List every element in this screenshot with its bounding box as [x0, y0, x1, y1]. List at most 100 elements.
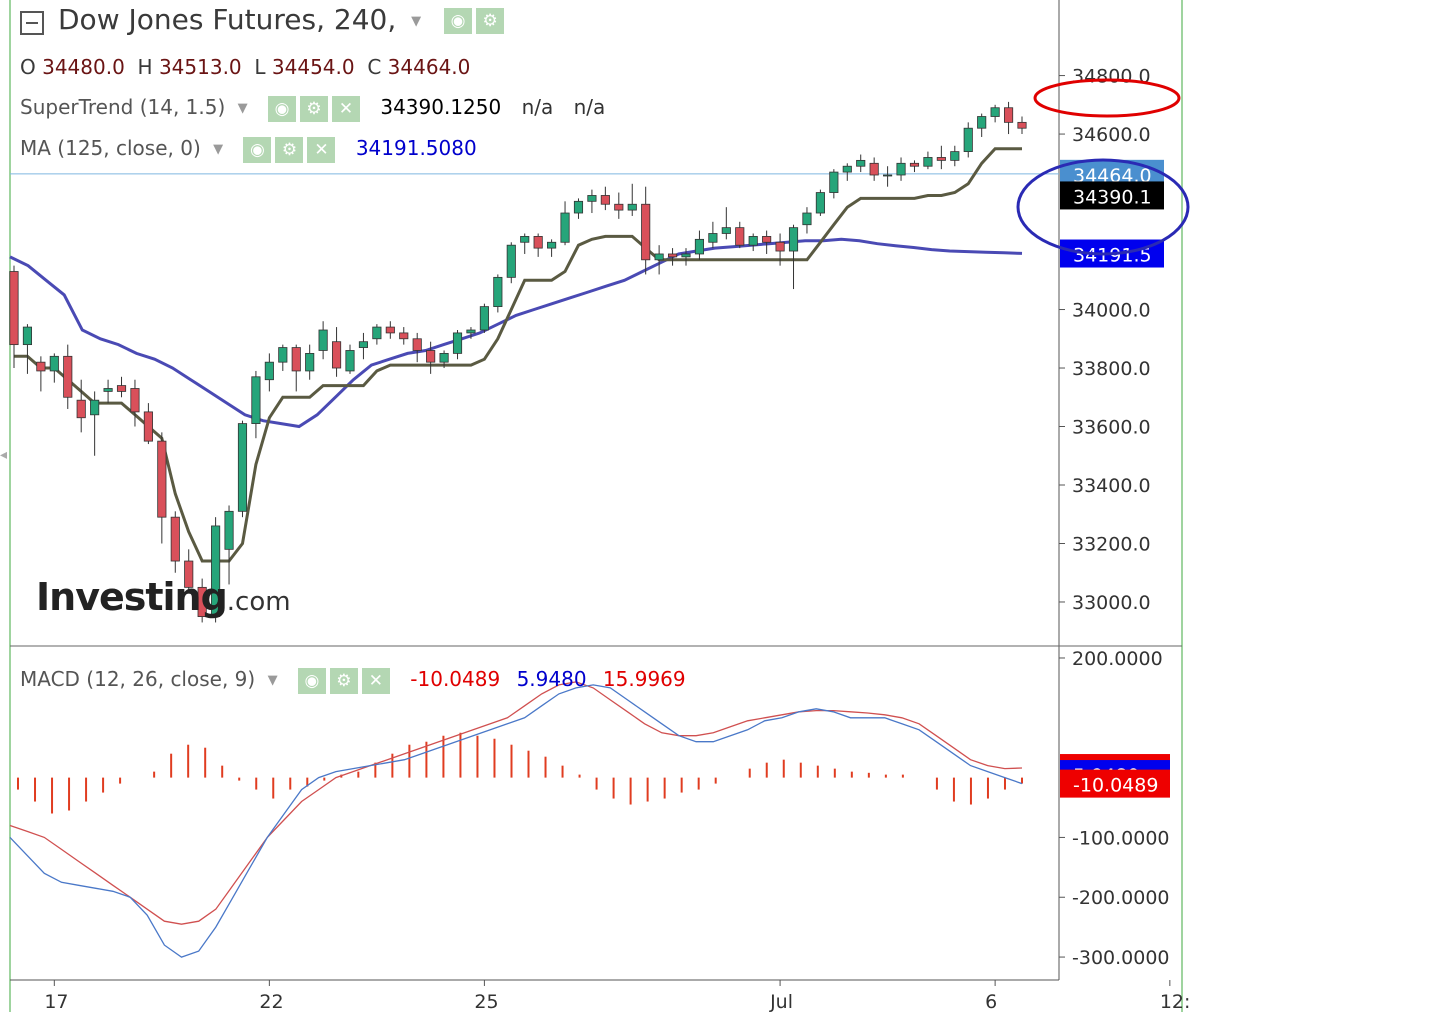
gear-icon[interactable]: ⚙ — [299, 95, 328, 122]
close-key: C — [367, 55, 382, 79]
close-icon[interactable]: ✕ — [307, 136, 336, 163]
candle — [385, 326, 395, 334]
candle — [923, 157, 933, 167]
candle — [358, 341, 369, 348]
price-tick-label: 33400.0 — [1072, 475, 1151, 497]
close-icon[interactable]: ✕ — [331, 95, 360, 122]
price-tick-label: 34000.0 — [1072, 300, 1151, 322]
candle — [883, 174, 893, 177]
candle — [426, 350, 436, 363]
macd-signal-line — [9, 681, 1023, 925]
candle — [587, 195, 597, 202]
macd-value-hist: -10.0489 — [410, 667, 501, 691]
candle — [869, 162, 879, 176]
candle — [63, 355, 73, 398]
supertrend-price-label-box — [1060, 181, 1164, 210]
candle — [143, 411, 153, 442]
candle — [197, 586, 207, 618]
chevron-down-icon[interactable]: ▼ — [411, 13, 422, 29]
candle — [708, 233, 718, 243]
price-tick-label: 33800.0 — [1072, 358, 1151, 380]
time-tick-label: 6 — [985, 991, 997, 1012]
price-tick-label: 33600.0 — [1072, 417, 1151, 439]
candle — [49, 355, 59, 372]
macd-value-signal: 15.9969 — [602, 667, 686, 691]
chevron-down-icon[interactable]: ▼ — [213, 142, 224, 157]
candle — [1003, 107, 1014, 123]
time-tick-label: 17 — [44, 991, 68, 1012]
time-tick-label: 25 — [474, 991, 498, 1012]
candle — [963, 127, 973, 153]
macd-tick-label: 200.0000 — [1072, 648, 1163, 670]
eye-icon[interactable]: ◉ — [297, 667, 326, 694]
candle — [439, 352, 449, 363]
time-tick-label: 22 — [259, 991, 283, 1012]
candle — [936, 157, 946, 161]
chevron-down-icon[interactable]: ▼ — [267, 673, 278, 688]
candle — [76, 399, 86, 419]
supertrend-legend: SuperTrend (14, 1.5) ▼ ◉ ⚙ ✕ 34390.1250 … — [20, 95, 605, 122]
candle — [788, 227, 799, 252]
candle — [667, 253, 678, 258]
candle — [116, 385, 127, 392]
candle — [735, 227, 745, 246]
price-tick-label: 33000.0 — [1072, 592, 1151, 614]
close-icon[interactable]: ✕ — [361, 667, 390, 694]
low-value: 34454.0 — [271, 55, 355, 79]
eye-icon[interactable]: ◉ — [444, 8, 473, 34]
supertrend-price-label: 34390.1 — [1073, 186, 1152, 208]
macd-tick-label: -300.0000 — [1072, 947, 1170, 969]
candle — [694, 238, 705, 255]
candle — [641, 203, 651, 261]
candle — [990, 107, 1000, 117]
scroll-left-icon[interactable]: ◂ — [0, 446, 8, 462]
macd-value-line: 5.9480 — [516, 667, 587, 691]
open-value: 34480.0 — [42, 55, 125, 79]
eye-icon[interactable]: ◉ — [267, 95, 296, 122]
macd-label[interactable]: MACD (12, 26, close, 9) — [20, 667, 256, 691]
candle — [466, 329, 476, 334]
candle — [103, 388, 113, 392]
supertrend-label[interactable]: SuperTrend (14, 1.5) — [20, 95, 226, 119]
eye-icon[interactable]: ◉ — [243, 136, 272, 163]
supertrend-icons: ◉ ⚙ ✕ — [267, 95, 360, 122]
time-tick-label: 12: — [1160, 991, 1191, 1012]
candle — [278, 347, 288, 363]
candle — [573, 200, 584, 214]
gear-icon[interactable]: ⚙ — [329, 667, 358, 694]
ma-label[interactable]: MA (125, close, 0) — [20, 136, 201, 160]
close-value: 34464.0 — [387, 55, 471, 79]
collapse-icon[interactable] — [20, 11, 44, 35]
candle — [681, 253, 691, 258]
logo-suffix: .com — [226, 587, 291, 617]
candle — [627, 203, 637, 211]
ma-icons: ◉ ⚙ ✕ — [243, 136, 336, 163]
candle — [815, 192, 825, 214]
candle — [184, 560, 194, 588]
candle — [264, 361, 274, 381]
candle — [547, 241, 557, 249]
chevron-down-icon[interactable]: ▼ — [237, 101, 248, 116]
candle — [842, 165, 852, 173]
candle — [520, 236, 530, 243]
open-key: O — [20, 55, 36, 79]
candle — [237, 423, 248, 512]
candle — [829, 171, 839, 193]
title-icons: ◉ ⚙ — [444, 8, 505, 34]
candle — [600, 195, 610, 205]
macd-line — [9, 684, 1023, 958]
price-tick-label: 33200.0 — [1072, 533, 1151, 555]
candle — [372, 326, 382, 340]
gear-icon[interactable]: ⚙ — [275, 136, 304, 163]
candle — [950, 151, 960, 161]
candle — [211, 525, 221, 618]
ohlc-readout: O 34480.0 H 34513.0 L 34454.0 C 34464.0 — [20, 55, 470, 79]
price-tick-label: 34800.0 — [1072, 66, 1151, 88]
candle — [36, 361, 46, 372]
supertrend-value-3: n/a — [573, 95, 606, 119]
gear-icon[interactable]: ⚙ — [476, 8, 505, 34]
candle — [506, 244, 516, 278]
supertrend-value: 34390.1250 — [380, 95, 502, 119]
macd-hist-label-box — [1060, 769, 1170, 798]
